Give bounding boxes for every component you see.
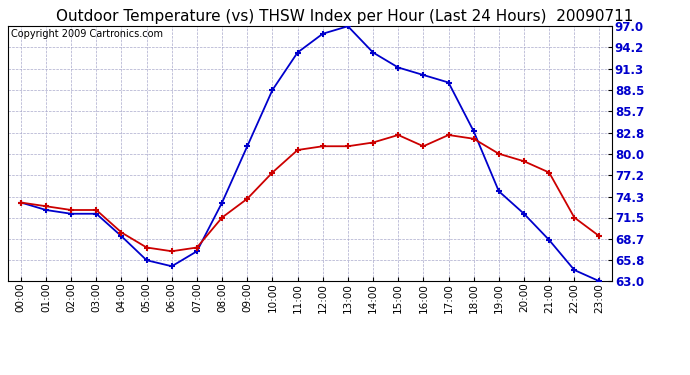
Text: Copyright 2009 Cartronics.com: Copyright 2009 Cartronics.com: [11, 29, 164, 39]
Text: Outdoor Temperature (vs) THSW Index per Hour (Last 24 Hours)  20090711: Outdoor Temperature (vs) THSW Index per …: [57, 9, 633, 24]
